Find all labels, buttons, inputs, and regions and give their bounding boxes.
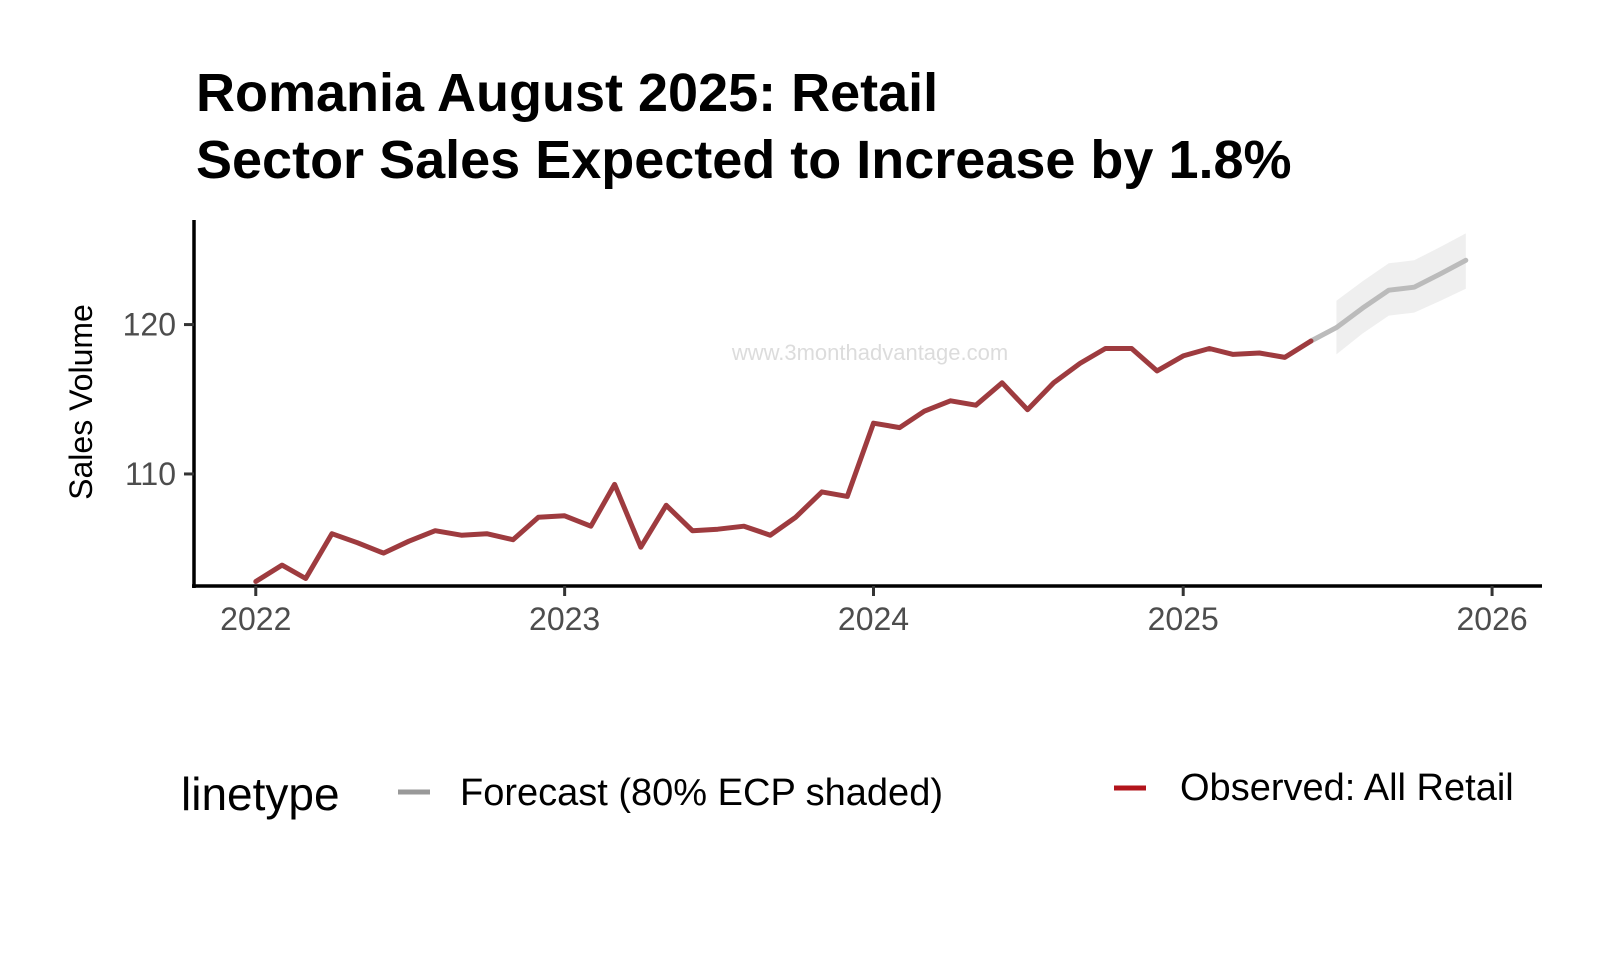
x-tick-label: 2023 [529,601,600,637]
watermark: www.3monthadvantage.com [731,340,1008,365]
legend-label-observed: Observed: All Retail [1180,767,1514,809]
series-line-forecast [1308,257,1469,344]
y-tick-layer: 110 120 [123,307,194,492]
y-tick-label: 110 [125,456,176,492]
x-tick-label: 2022 [220,601,291,637]
legend: linetype Forecast (80% ECP shaded) Obser… [181,767,1514,820]
legend-title: linetype [181,768,340,820]
forecast-band [1336,233,1466,355]
y-axis-title: Sales Volume [63,304,99,500]
x-tick-label: 2024 [838,601,909,637]
chart-title-line-1: Romania August 2025: Retail [196,63,938,123]
series-line-observed [253,338,1314,584]
x-tick-label: 2025 [1148,601,1219,637]
y-tick-label: 120 [123,307,176,343]
x-tick-layer: 2022 2023 2024 2025 2026 [220,586,1528,637]
x-tick-label: 2026 [1456,601,1527,637]
legend-label-forecast: Forecast (80% ECP shaded) [460,772,943,814]
forecast-band-layer [1336,233,1466,355]
series-layer [253,257,1469,584]
chart-title-line-2: Sector Sales Expected to Increase by 1.8… [196,130,1292,190]
